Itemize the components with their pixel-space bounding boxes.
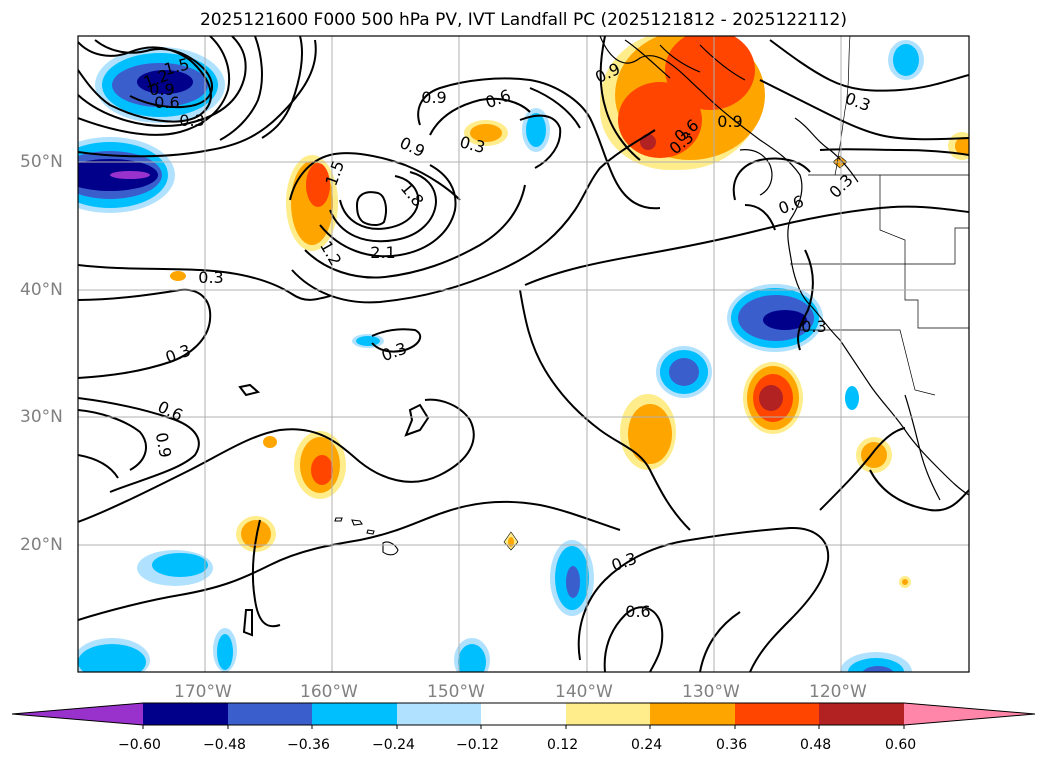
colorbar-bin — [650, 703, 735, 725]
colorbar-bin — [143, 703, 228, 725]
pv-contour-label: 0.9 — [397, 133, 428, 161]
pv-contour-label: 0.3 — [179, 111, 204, 130]
pv-contour-label: 0.9 — [149, 80, 174, 99]
colorbar-tick-label: −0.24 — [372, 737, 415, 753]
colorbar — [11, 702, 1036, 729]
pv-contour-label: 0.9 — [421, 88, 446, 107]
lat-label: 20°N — [20, 535, 63, 555]
lon-label: 130°W — [682, 682, 740, 702]
lon-label: 140°W — [555, 682, 613, 702]
pv-contour-label: 0.3 — [801, 317, 826, 336]
colorbar-bin — [312, 703, 397, 725]
colorbar-tick-label: 0.36 — [716, 737, 748, 753]
colorbar-tick-label: −0.12 — [456, 737, 499, 753]
lon-label: 120°W — [809, 682, 867, 702]
pv-contour-label: 0.3 — [609, 549, 639, 576]
colorbar-bin — [397, 703, 481, 725]
map-title: 2025121600 F000 500 hPa PV, IVT Landfall… — [199, 10, 847, 30]
islands — [334, 517, 399, 556]
pv-contour-label: 0.6 — [483, 86, 513, 113]
lon-label: 160°W — [300, 682, 358, 702]
colorbar-bin — [819, 703, 904, 725]
pv-contour-label: 0.6 — [154, 93, 179, 112]
gridlines — [78, 36, 969, 672]
pv-contour-label: 2.1 — [370, 243, 395, 262]
pv-contour-label: 0.3 — [843, 89, 873, 116]
pv-contour-label: 0.9 — [717, 112, 742, 131]
pv-contour-label: 0.3 — [198, 268, 223, 287]
colorbar-tick-label: 0.60 — [885, 737, 917, 753]
pv-contour-label: 1.8 — [397, 179, 428, 211]
lat-label: 50°N — [20, 152, 63, 172]
colorbar-tick-label: −0.48 — [203, 737, 246, 753]
colorbar-bin — [228, 703, 312, 725]
lat-label: 40°N — [20, 280, 63, 300]
pv-contour-label: 0.6 — [155, 397, 186, 425]
colorbar-tick-label: 0.24 — [631, 737, 663, 753]
colorbar-bin — [735, 703, 819, 725]
colorbar-extend-max — [904, 703, 1035, 725]
pv-contour-label: 0.6 — [776, 192, 806, 219]
colorbar-extend-min — [12, 703, 143, 725]
lon-label: 150°W — [427, 682, 485, 702]
pv-contour-label: 0.6 — [625, 602, 650, 621]
political-borders — [790, 36, 969, 396]
lat-label: 30°N — [20, 407, 63, 427]
ivt-shading — [78, 36, 969, 672]
colorbar-bin — [566, 703, 650, 725]
lon-label: 170°W — [174, 682, 232, 702]
pv-contour-label: 0.3 — [163, 341, 193, 368]
colorbar-tick-label: −0.60 — [118, 737, 161, 753]
colorbar-tick-label: 0.48 — [800, 737, 832, 753]
map-frame — [77, 35, 970, 673]
colorbar-bin — [481, 703, 566, 725]
pv-contours — [78, 36, 969, 672]
colorbar-tick-label: 0.12 — [547, 737, 579, 753]
pv-contour-label: 0.9 — [152, 431, 175, 459]
colorbar-tick-label: −0.36 — [287, 737, 330, 753]
